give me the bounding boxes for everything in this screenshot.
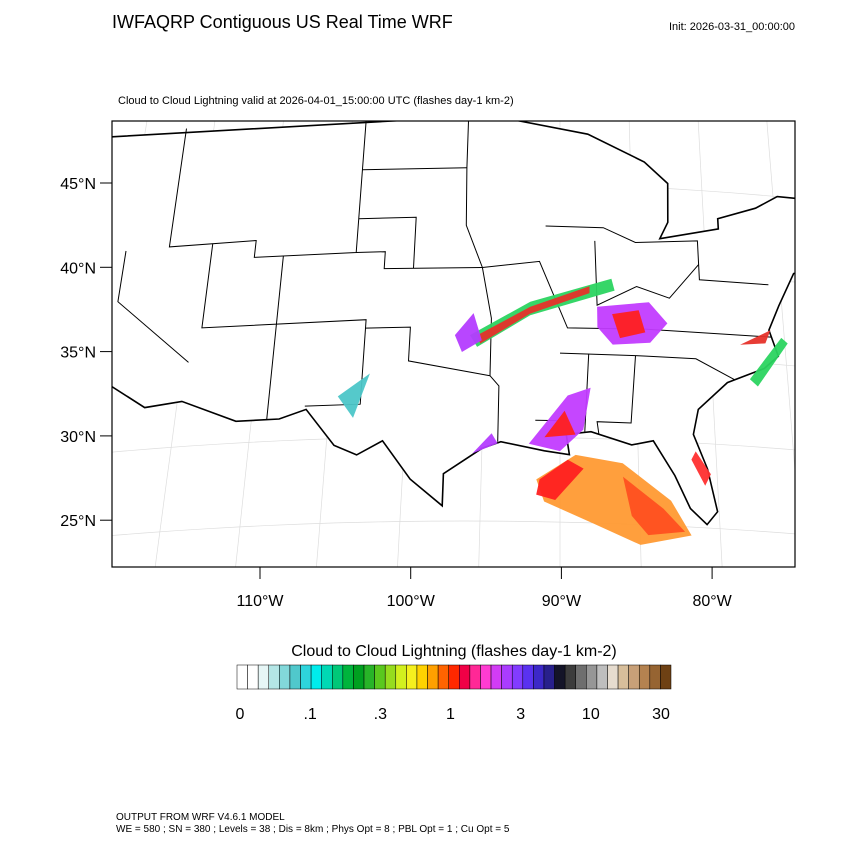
title: IWFAQRP Contiguous US Real Time WRF — [112, 12, 453, 32]
lon-label: 90°W — [542, 593, 582, 610]
map-subtitle: Cloud to Cloud Lightning valid at 2026-0… — [118, 95, 514, 107]
colorbar-swatch — [416, 664, 428, 690]
lightning-area — [749, 337, 788, 387]
colorbar-swatch — [511, 664, 524, 690]
colorbar-swatch — [257, 664, 270, 690]
colorbar-swatch — [564, 664, 576, 690]
colorbar-swatch — [427, 664, 439, 690]
lightning-area — [612, 310, 646, 339]
lightning-area — [623, 476, 686, 536]
state-border — [168, 121, 367, 258]
colorbar-swatch — [342, 664, 354, 690]
state-border — [358, 216, 417, 269]
colorbar-swatch — [437, 664, 449, 690]
state-border — [117, 250, 189, 363]
colorbar: 0 .1 .3 1 3 10 30 — [236, 664, 672, 723]
state-border — [482, 260, 771, 338]
colorbar-swatch — [575, 664, 587, 690]
map — [112, 121, 795, 567]
colorbar-swatch — [554, 664, 566, 690]
colorbar-swatch — [501, 664, 513, 690]
colorbar-swatch — [490, 664, 502, 690]
lat-label: 45°N — [60, 176, 96, 193]
colorbar-tick-label: 3 — [516, 706, 525, 723]
colorbar-swatch — [363, 664, 375, 690]
colorbar-swatch — [628, 664, 640, 690]
colorbar-swatch — [459, 664, 471, 690]
colorbar-tick-label: .3 — [374, 706, 387, 723]
colorbar-swatch — [310, 664, 322, 690]
init-time: Init: 2026-03-31_00:00:00 — [669, 21, 795, 33]
lightning-area — [454, 313, 482, 352]
lightning-area — [337, 373, 370, 418]
colorbar-swatch — [638, 664, 651, 690]
colorbar-swatch — [332, 664, 344, 690]
colorbar-title: Cloud to Cloud Lightning (flashes day-1 … — [291, 643, 617, 660]
colorbar-swatch — [596, 664, 608, 690]
colorbar-tick-label: 0 — [236, 706, 245, 723]
colorbar-swatch — [543, 664, 555, 690]
colorbar-swatch — [649, 664, 661, 690]
colorbar-swatch — [469, 664, 481, 690]
graticule — [766, 121, 795, 476]
colorbar-swatch — [279, 664, 291, 690]
colorbar-tick-label: .1 — [303, 706, 316, 723]
state-border — [362, 167, 467, 171]
lightning-area — [691, 451, 711, 486]
colorbar-swatch — [353, 664, 365, 690]
colorbar-swatch — [236, 664, 248, 690]
colorbar-swatch — [660, 664, 672, 690]
colorbar-tick-label: 10 — [582, 706, 600, 723]
lat-label: 30°N — [60, 429, 96, 446]
lightning-area — [544, 410, 576, 438]
colorbar-swatch — [268, 664, 280, 690]
colorbar-swatch — [374, 664, 386, 690]
lightning-area — [477, 286, 590, 344]
colorbar-swatch — [607, 664, 619, 690]
lat-label: 35°N — [60, 345, 96, 362]
colorbar-swatch — [406, 664, 418, 690]
us-outline — [112, 121, 795, 526]
lightning-area — [472, 433, 498, 454]
colorbar-swatch — [247, 664, 259, 690]
colorbar-swatch — [384, 664, 397, 690]
state-border — [201, 243, 367, 407]
graticule — [112, 520, 795, 536]
colorbar-swatch — [289, 664, 301, 690]
lat-label: 25°N — [60, 513, 96, 530]
state-border — [266, 255, 284, 420]
lightning-area — [536, 459, 584, 500]
colorbar-swatch — [480, 664, 492, 690]
state-border — [465, 121, 500, 442]
colorbar-swatch — [533, 664, 545, 690]
lon-label: 110°W — [236, 593, 284, 610]
footer-line: OUTPUT FROM WRF V4.6.1 MODEL — [116, 812, 285, 823]
lightning-area — [740, 330, 771, 345]
colorbar-swatch — [395, 664, 407, 690]
colorbar-swatch — [448, 664, 460, 690]
footer-line: WE = 580 ; SN = 380 ; Levels = 38 ; Dis … — [116, 824, 510, 835]
lon-label: 100°W — [387, 593, 436, 610]
state-border — [596, 355, 636, 434]
state-border — [356, 251, 483, 270]
colorbar-swatch — [300, 664, 312, 690]
colorbar-swatch — [586, 664, 598, 690]
state-border — [365, 326, 491, 377]
map-frame — [111, 120, 796, 568]
colorbar-swatch — [321, 664, 333, 690]
colorbar-tick-label: 30 — [652, 706, 670, 723]
lat-label: 40°N — [60, 260, 96, 277]
state-border — [559, 352, 736, 381]
colorbar-tick-label: 1 — [446, 706, 455, 723]
colorbar-swatch — [522, 664, 534, 690]
lon-label: 80°W — [692, 593, 732, 610]
colorbar-swatch — [617, 664, 629, 690]
state-border — [545, 225, 769, 286]
